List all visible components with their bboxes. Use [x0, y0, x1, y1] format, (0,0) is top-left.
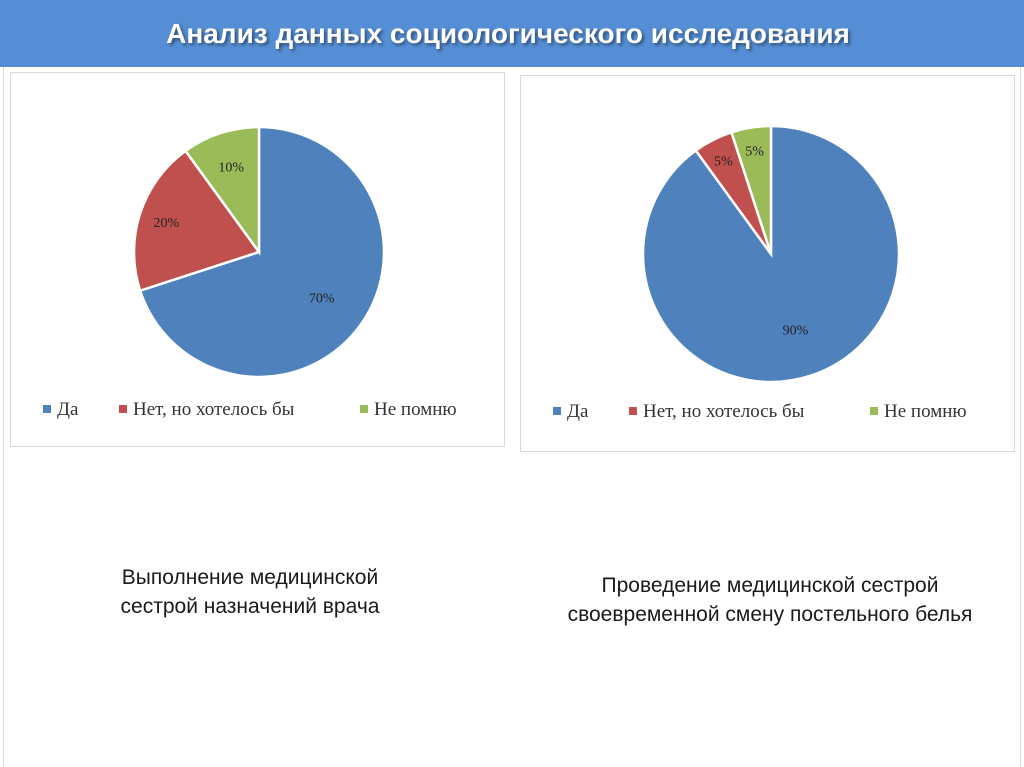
chart-frame-1: 70% 20% 10% Да Нет, но хотелось бы Не помню — [10, 72, 505, 447]
caption-2: Проведение медицинской сестрой своевреме… — [520, 571, 1020, 629]
pie-slice-3 — [183, 125, 261, 256]
left-margin-line — [3, 67, 4, 767]
caption-2-line-1: Проведение медицинской сестрой — [601, 574, 939, 597]
legend-swatch-3 — [870, 407, 878, 415]
data-label-1: 90% — [783, 324, 809, 339]
caption-1: Выполнение медицинской сестрой назначени… — [50, 563, 450, 621]
data-label-2: 5% — [714, 155, 733, 170]
pie-slice-1 — [138, 125, 386, 379]
right-margin-line — [1020, 67, 1021, 767]
slide-title: Анализ данных социологического исследова… — [166, 17, 850, 49]
legend-swatch-2 — [629, 407, 637, 415]
legend-swatch-1 — [43, 405, 51, 413]
caption-2-line-2: своевременной смену постельного белья — [567, 603, 973, 626]
data-label-2: 20% — [153, 216, 179, 231]
legend-swatch-1 — [553, 407, 561, 415]
legend-label-3: Не помню — [374, 399, 457, 420]
pie-slice-2 — [132, 149, 262, 293]
data-label-3: 5% — [745, 144, 764, 159]
data-label-3: 10% — [218, 160, 244, 175]
legend-label-2: Нет, но хотелось бы — [133, 399, 295, 420]
caption-1-line-2: сестрой назначений врача — [120, 595, 380, 618]
title-bar: Анализ данных социологического исследова… — [0, 0, 1024, 67]
legend-swatch-2 — [119, 405, 127, 413]
caption-1-line-1: Выполнение медицинской — [121, 566, 379, 589]
legend-label-1: Да — [567, 401, 589, 422]
legend-swatch-3 — [360, 405, 368, 413]
pie-chart-2: 90% 5% 5% Да Нет, но хотелось бы Не помню — [553, 124, 967, 422]
legend-label-1: Да — [57, 399, 79, 420]
legend-label-2: Нет, но хотелось бы — [643, 401, 805, 422]
pie-slice-3 — [729, 124, 773, 255]
legend-label-3: Не помню — [884, 401, 967, 422]
pie-chart-1: 70% 20% 10% Да Нет, но хотелось бы Не помню — [43, 125, 457, 420]
data-label-1: 70% — [309, 292, 335, 307]
chart-frame-2: 90% 5% 5% Да Нет, но хотелось бы Не помню — [520, 75, 1015, 452]
